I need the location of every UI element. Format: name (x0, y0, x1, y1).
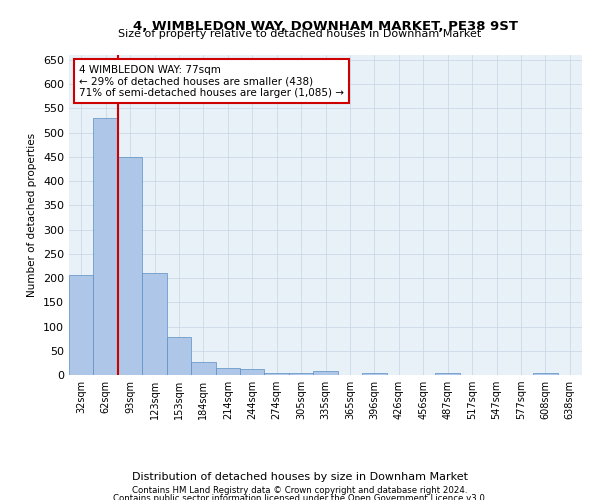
Bar (142, 273, 167, 375)
Bar (167, 337, 191, 375)
Text: 4 WIMBLEDON WAY: 77sqm
← 29% of detached houses are smaller (438)
71% of semi-de: 4 WIMBLEDON WAY: 77sqm ← 29% of detached… (79, 64, 344, 98)
Text: Contains public sector information licensed under the Open Government Licence v3: Contains public sector information licen… (113, 494, 487, 500)
Text: Distribution of detached houses by size in Downham Market: Distribution of detached houses by size … (132, 472, 468, 482)
Y-axis label: Number of detached properties: Number of detached properties (28, 133, 37, 297)
Bar (191, 362, 215, 375)
Title: 4, WIMBLEDON WAY, DOWNHAM MARKET, PE38 9ST: 4, WIMBLEDON WAY, DOWNHAM MARKET, PE38 9… (133, 20, 518, 33)
Bar (362, 372, 386, 375)
Bar (265, 372, 289, 375)
Bar (215, 368, 240, 375)
Bar (94, 118, 118, 375)
Bar (313, 371, 338, 375)
Bar (533, 372, 557, 375)
Text: Contains HM Land Registry data © Crown copyright and database right 2024.: Contains HM Land Registry data © Crown c… (132, 486, 468, 495)
Bar (289, 372, 313, 375)
Bar (118, 157, 142, 375)
Bar (436, 372, 460, 375)
Bar (240, 369, 265, 375)
Bar (69, 274, 94, 375)
Text: Size of property relative to detached houses in Downham Market: Size of property relative to detached ho… (118, 29, 482, 39)
